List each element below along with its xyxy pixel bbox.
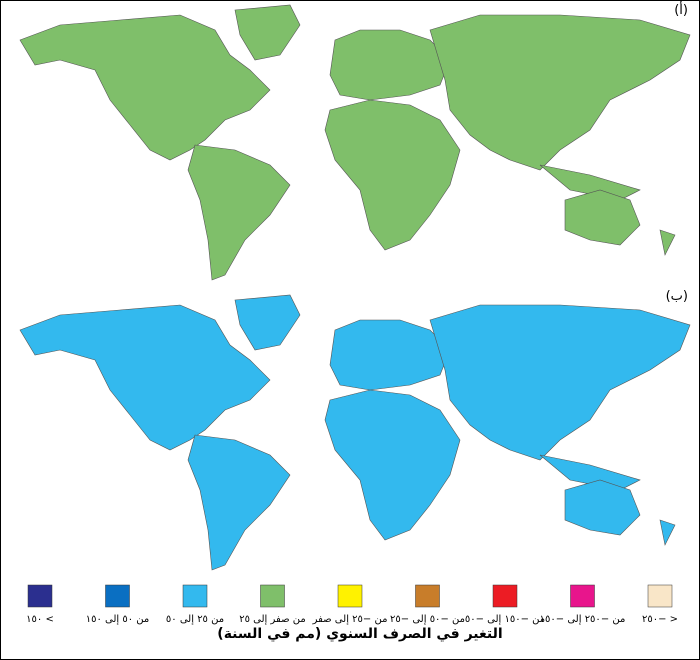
legend-swatch [415, 584, 440, 608]
map-panel: (ب) [19, 289, 691, 571]
legend-label: من −٢٥٠ إلى −١٥٠ [540, 614, 626, 625]
legend-label: من −١٥٠ إلى −٥٠ [465, 614, 545, 625]
map-panel: (أ) [19, 1, 691, 281]
legend: التغير في الصرف السنوي (مم في السنة) > ١… [26, 584, 678, 643]
legend-swatch [27, 584, 53, 608]
legend-label: > ١٥٠ [26, 614, 54, 625]
legend-swatch [260, 584, 285, 608]
legend-label: من −٢٥ إلى صفر [312, 614, 388, 625]
legend-title: التغير في الصرف السنوي (مم في السنة) [217, 626, 502, 643]
legend-swatch [492, 584, 518, 608]
legend-swatch [105, 584, 130, 608]
legend-swatch [337, 584, 363, 608]
legend-label: < −٢٥٠ [642, 614, 678, 625]
legend-label: من ٢٥ إلى ٥٠ [166, 614, 224, 625]
legend-label: من −٥٠ إلى −٢٥ [390, 614, 465, 625]
legend-label: من ٥٠ إلى ١٥٠ [86, 614, 150, 625]
legend-swatch [182, 584, 208, 608]
legend-label: من صفر إلى ٢٥ [239, 614, 305, 625]
legend-swatch [570, 584, 595, 608]
panel-label: (ب) [666, 289, 688, 304]
legend-swatch [647, 584, 673, 608]
panel-label: (أ) [674, 1, 688, 18]
